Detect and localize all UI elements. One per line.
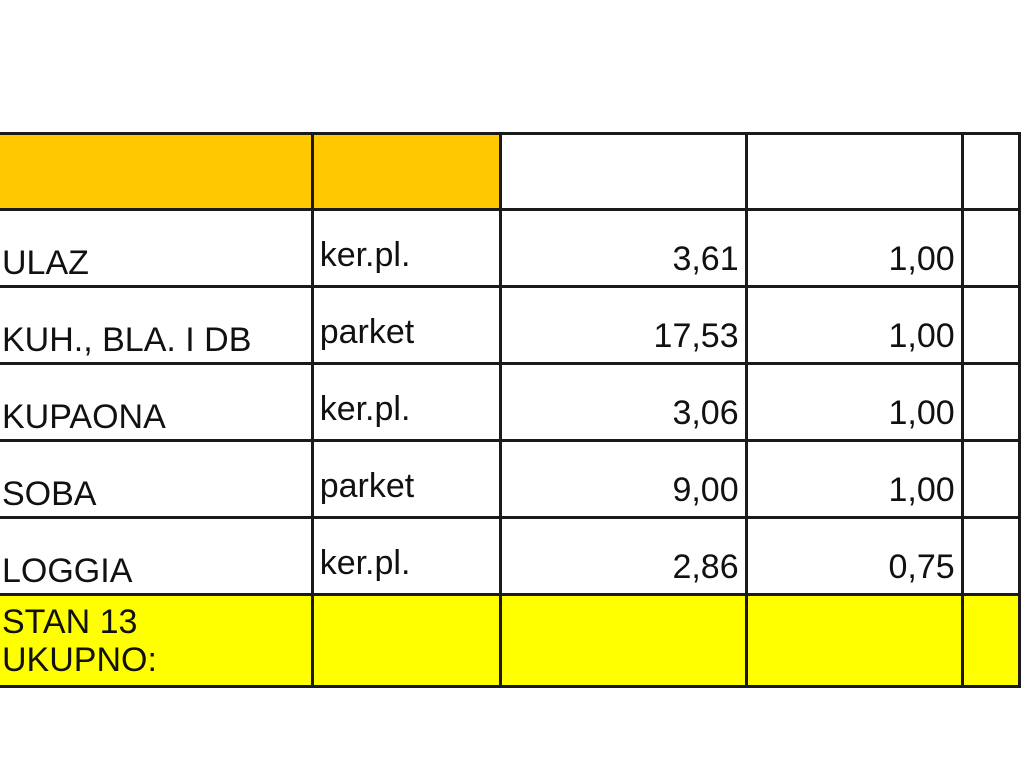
coefficient-cell[interactable]: 1,00 (744, 362, 964, 442)
coefficient-cell[interactable]: 1,00 (744, 285, 964, 365)
cell[interactable] (960, 516, 1022, 596)
total-label-line1: STAN 13 (2, 602, 138, 641)
table-row: KUH., BLA. I DB parket 17,53 1,00 (0, 285, 1022, 365)
header-row (0, 132, 1022, 211)
total-cell[interactable] (310, 593, 502, 688)
table-row: ULAZ ker.pl. 3,61 1,00 (0, 208, 1022, 288)
area-cell[interactable]: 3,06 (498, 362, 748, 442)
coefficient-cell[interactable]: 0,75 (744, 516, 964, 596)
area-cell[interactable]: 2,86 (498, 516, 748, 596)
area-cell[interactable]: 9,00 (498, 439, 748, 519)
cell[interactable] (960, 362, 1022, 442)
coefficient-cell[interactable]: 1,00 (744, 208, 964, 288)
coefficient-cell[interactable]: 1,00 (744, 439, 964, 519)
total-label-cell[interactable]: STAN 13 UKUPNO: (0, 593, 314, 688)
header-cell[interactable] (0, 132, 314, 211)
floor-type-cell[interactable]: parket (310, 285, 502, 365)
cell[interactable] (960, 208, 1022, 288)
header-cell[interactable] (960, 132, 1022, 211)
total-label-line2: UKUPNO: (2, 640, 157, 679)
cell[interactable] (960, 439, 1022, 519)
total-cell[interactable] (744, 593, 964, 688)
room-name-cell[interactable]: SOBA (0, 439, 314, 519)
room-name-cell[interactable]: KUH., BLA. I DB (0, 285, 314, 365)
table-row: KUPAONA ker.pl. 3,06 1,00 (0, 362, 1022, 442)
floor-type-cell[interactable]: ker.pl. (310, 208, 502, 288)
room-area-table: ULAZ ker.pl. 3,61 1,00 KUH., BLA. I DB parket… (0, 132, 1022, 688)
room-name-cell[interactable]: LOGGIA (0, 516, 314, 596)
area-cell[interactable]: 17,53 (498, 285, 748, 365)
total-row: STAN 13 UKUPNO: (0, 593, 1022, 688)
room-name-cell[interactable]: KUPAONA (0, 362, 314, 442)
floor-type-cell[interactable]: ker.pl. (310, 516, 502, 596)
header-cell[interactable] (498, 132, 748, 211)
table-row: LOGGIA ker.pl. 2,86 0,75 (0, 516, 1022, 596)
header-cell[interactable] (744, 132, 964, 211)
table-row: SOBA parket 9,00 1,00 (0, 439, 1022, 519)
area-cell[interactable]: 3,61 (498, 208, 748, 288)
total-cell[interactable] (960, 593, 1022, 688)
cell[interactable] (960, 285, 1022, 365)
floor-type-cell[interactable]: parket (310, 439, 502, 519)
floor-type-cell[interactable]: ker.pl. (310, 362, 502, 442)
header-cell[interactable] (310, 132, 502, 211)
room-name-cell[interactable]: ULAZ (0, 208, 314, 288)
total-cell[interactable] (498, 593, 748, 688)
